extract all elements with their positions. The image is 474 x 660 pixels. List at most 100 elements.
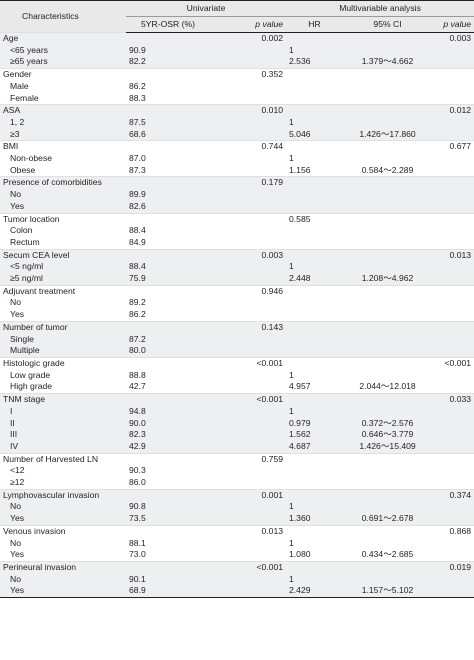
ci-cell [343, 405, 433, 418]
table-row: ≥12 86.0 [0, 477, 474, 489]
osr-cell: 82.2 [126, 56, 210, 69]
ci-cell [343, 477, 432, 489]
pvalue-univariate-cell [210, 309, 286, 321]
hr-cell [286, 524, 344, 538]
pvalue-univariate-cell [210, 501, 287, 514]
pvalue-univariate-cell [210, 585, 287, 599]
table-row: Number of tumor 0.143 [0, 320, 474, 334]
osr-cell: 82.3 [126, 429, 210, 441]
subgroup-label: No [0, 501, 126, 514]
characteristics-header: Characteristics [0, 0, 126, 33]
osr-cell: 90.9 [126, 44, 210, 57]
ci-cell [343, 356, 433, 370]
hr-cell [286, 248, 344, 262]
ci-cell [343, 176, 433, 190]
subgroup-label: II [0, 417, 126, 430]
pvalue-multivariable-cell [432, 309, 474, 321]
ci-cell: 1.379～4.662 [343, 56, 433, 69]
subgroup-label: Single [0, 333, 126, 346]
characteristic-label: Presence of comorbidities [0, 176, 126, 190]
subgroup-label: Yes [10, 309, 25, 320]
table-row: <5 ng/ml 88.4 1 [0, 261, 474, 274]
pvalue-multivariable-cell [432, 176, 474, 190]
ci-cell: 1.157～5.102 [343, 585, 433, 599]
osr-cell: 90.8 [126, 501, 210, 514]
hr-cell [286, 393, 344, 406]
osr-cell: 88.4 [129, 225, 146, 236]
pvalue-univariate-cell [210, 261, 287, 274]
subgroup-label: Obese [10, 164, 36, 175]
ci-cell [343, 452, 433, 466]
hr-cell: 5.046 [286, 128, 344, 141]
hr-cell: 1 [289, 153, 294, 164]
hr-cell: 1 [286, 573, 344, 586]
pvalue-univariate-cell [210, 93, 286, 105]
pvalue-multivariable-cell: 0.033 [432, 393, 474, 406]
subgroup-label: Yes [0, 585, 126, 599]
osr-cell: 88.3 [129, 92, 146, 103]
pvalue-univariate-cell [210, 513, 287, 526]
pvalue-univariate-cell: 0.759 [210, 452, 287, 466]
hr-cell: 1 [286, 405, 344, 418]
pvalue-univariate-cell [210, 116, 287, 129]
table-row: III 82.3 1.562 0.646～3.779 [0, 429, 474, 441]
subgroup-label: Low grade [10, 369, 51, 380]
pvalue-univariate-cell [210, 333, 287, 346]
table-row: High grade 42.7 4.957 2.044～12.018 [0, 381, 474, 393]
characteristic-label: Venous invasion [0, 524, 126, 538]
ci-cell [343, 104, 433, 117]
table-row: Venous invasion 0.013 0.868 [0, 524, 474, 538]
ci-cell [343, 81, 432, 93]
pvalue-univariate-cell [210, 465, 286, 477]
header-row-top: Characteristics Univariate Multivariable… [0, 0, 474, 33]
pvalue-univariate-cell [210, 225, 286, 237]
pvalue-univariate-cell [210, 477, 286, 489]
ci-cell [343, 501, 433, 514]
subgroup-label: IV [0, 440, 126, 454]
pvalue-univariate-header: p value [210, 16, 287, 33]
pvalue-multivariable-cell [432, 93, 474, 105]
table-row: Yes 73.0 1.080 0.434～2.685 [0, 549, 474, 561]
survival-table: Characteristics Univariate Multivariable… [0, 0, 474, 599]
osr-cell [126, 212, 210, 226]
pvalue-multivariable-cell: <0.001 [432, 356, 474, 370]
pvalue-multivariable-cell: 0.019 [432, 560, 474, 574]
table-row: ASA 0.010 0.012 [0, 104, 474, 117]
pvalue-multivariable-cell [432, 212, 474, 226]
table-row: IV 42.9 4.687 1.426～15.409 [0, 440, 474, 454]
hr-cell [286, 140, 344, 154]
ci-cell [343, 573, 433, 586]
ci-cell [343, 538, 432, 550]
table-row: Adjuvant treatment 0.946 [0, 284, 474, 298]
osr-cell [126, 68, 210, 81]
osr-cell [126, 393, 210, 406]
characteristic-label: Adjuvant treatment [0, 284, 126, 298]
subgroup-label: I [0, 405, 126, 418]
pvalue-univariate-cell [210, 237, 286, 249]
hr-cell [286, 333, 344, 346]
table-row: Presence of comorbidities 0.179 [0, 176, 474, 190]
pvalue-multivariable-cell [432, 237, 474, 249]
pvalue-univariate-cell [210, 429, 287, 441]
pvalue-multivariable-cell: 0.374 [432, 488, 474, 502]
characteristic-label: Tumor location [0, 212, 126, 226]
table-row: ≥3 68.6 5.046 1.426～17.860 [0, 128, 474, 141]
characteristic-label: Histologic grade [0, 356, 126, 370]
ci-cell: 0.691～2.678 [343, 513, 433, 526]
hr-cell: 1.156 [289, 164, 311, 175]
osr-cell [126, 31, 210, 45]
ci-cell [343, 320, 433, 334]
osr-cell [126, 452, 210, 466]
pvalue-univariate-cell [210, 417, 287, 430]
osr-cell: 87.2 [126, 333, 210, 346]
ci-cell: 0.434～2.685 [361, 549, 414, 560]
subgroup-label: ≥65 years [0, 56, 126, 69]
pvalue-multivariable-cell [432, 405, 474, 418]
hr-cell [286, 104, 344, 117]
pvalue-univariate-cell: 0.001 [210, 488, 287, 502]
characteristic-label: Gender [0, 68, 126, 81]
ci-cell [343, 393, 433, 406]
ci-cell: 1.426～17.860 [343, 128, 433, 141]
table-row: No 90.8 1 [0, 501, 474, 514]
pvalue-multivariable-cell: 0.868 [432, 524, 474, 538]
